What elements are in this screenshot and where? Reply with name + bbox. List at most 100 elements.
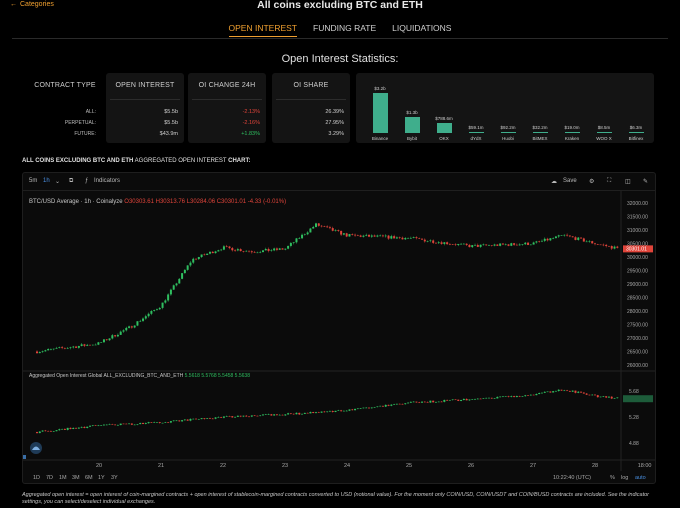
candle-body	[451, 244, 454, 245]
save-button[interactable]: Save	[563, 178, 577, 184]
edit-icon[interactable]: ✎	[643, 179, 649, 185]
tabs-divider	[12, 38, 668, 39]
candle-body	[250, 251, 253, 253]
bar	[437, 123, 452, 133]
oi-change-header: OI CHANGE 24H	[198, 82, 256, 89]
indicators-icon[interactable]: ƒ	[85, 178, 89, 184]
bar	[629, 132, 644, 133]
oi-candle-body	[588, 394, 591, 396]
chart-canvas[interactable]: 32000.00 31500.00 31000.00 30500.00 30000.00…	[23, 173, 655, 483]
range-1m[interactable]: 1M	[59, 475, 67, 481]
gear-icon[interactable]: ⚙	[589, 179, 595, 185]
oi-series-title: Aggregated Open Interest Global ALL_EXCL…	[29, 373, 184, 379]
top-bar: ← Categories All coins excluding BTC and…	[0, 0, 680, 14]
oi-candle-body	[594, 394, 596, 396]
oi-candle-body	[309, 412, 312, 414]
candle-body	[348, 234, 351, 237]
candle-body	[61, 347, 64, 348]
candle-body	[398, 237, 401, 238]
oi-candle-body	[390, 404, 393, 406]
contract-type-header: CONTRACT TYPE	[34, 82, 96, 89]
fullscreen-icon[interactable]: ⛶	[607, 178, 612, 184]
oi-candle-body	[345, 410, 348, 412]
oi-series-values: 5.5618 5.5768 5.5458 5.5638	[184, 373, 250, 379]
range-7d[interactable]: 7D	[46, 475, 53, 481]
oi-candle-body	[195, 418, 198, 420]
bar-value-label: $6.3m	[629, 125, 643, 130]
oi-candle-body	[613, 398, 616, 399]
oi-candle-body	[200, 418, 203, 420]
range-1d[interactable]: 1D	[33, 475, 40, 481]
tab-liquidations[interactable]: LIQUIDATIONS	[392, 23, 452, 33]
candle-body	[535, 241, 538, 243]
candle-body	[574, 237, 577, 240]
oi-candle-body	[172, 420, 175, 422]
oi-candle-body	[214, 417, 217, 419]
tab-open-interest[interactable]: OPEN INTEREST	[228, 23, 297, 37]
bar-value-label: $788.6m	[435, 116, 453, 122]
candle-body	[220, 249, 223, 251]
candle-body	[471, 245, 474, 248]
range-3m[interactable]: 3M	[72, 475, 80, 481]
back-link[interactable]: ← Categories	[10, 1, 54, 8]
candle-body	[582, 238, 585, 242]
oi-candle-body	[605, 396, 608, 398]
candle-body	[89, 344, 92, 346]
oi-candle-body	[69, 427, 72, 429]
candle-body	[275, 248, 278, 250]
indicators-button[interactable]: Indicators	[94, 178, 121, 184]
candle-body	[368, 234, 371, 237]
candle-body	[77, 346, 80, 348]
oi-candle-body	[225, 416, 228, 417]
range-1y[interactable]: 1Y	[98, 475, 105, 481]
bar-name-label: Bitfinex	[628, 136, 644, 141]
oi-candle-body	[499, 396, 502, 398]
candle-body	[136, 321, 139, 326]
tab-funding-rate[interactable]: FUNDING RATE	[313, 23, 377, 33]
price-axis-tick: 29000.00	[627, 282, 648, 288]
auto-toggle[interactable]: auto	[635, 475, 646, 481]
tradingview-chart[interactable]: 5m 1h ⌄ ⧉ ƒ Indicators ☁ Save ⚙ ⛶ ◫ ✎ BT…	[22, 172, 656, 484]
candle-body	[139, 320, 142, 322]
oi-candle-body	[211, 418, 214, 420]
bar-name-label: Bybit	[406, 136, 417, 141]
exchange-bar-huobi: $92.2m Huobi	[493, 77, 523, 141]
interval-1h[interactable]: 1h	[43, 178, 50, 184]
range-6m[interactable]: 6M	[85, 475, 93, 481]
candle-body	[418, 238, 421, 239]
candle-body	[412, 237, 415, 238]
percent-toggle[interactable]: %	[610, 475, 615, 481]
range-3y[interactable]: 3Y	[111, 475, 118, 481]
oi-candle-body	[610, 396, 613, 399]
camera-icon[interactable]: ◫	[625, 179, 631, 185]
candle-body	[560, 235, 563, 236]
candle-body	[605, 244, 608, 247]
oi-candle-body	[529, 394, 532, 396]
candle-body	[105, 339, 108, 341]
oi-candle-body	[83, 426, 86, 429]
cloud-icon[interactable]: ☁	[551, 179, 557, 185]
oi-candle-body	[607, 396, 610, 398]
candle-body	[186, 265, 189, 270]
candle-body	[122, 330, 125, 332]
oi-candle-body	[568, 390, 571, 392]
oi-candle-body	[167, 422, 170, 423]
oi-candle-body	[273, 414, 276, 416]
oi-candle-body	[334, 410, 337, 412]
oi-candle-body	[462, 398, 465, 400]
row-future-label: FUTURE:	[74, 131, 96, 137]
oi-candle-body	[58, 429, 61, 431]
candle-body	[58, 347, 61, 348]
oi-candle-body	[91, 425, 94, 426]
oi-candle-body	[599, 396, 602, 398]
candle-body	[125, 327, 128, 331]
oi-candle-body	[102, 424, 105, 426]
candle-body	[197, 257, 200, 260]
log-toggle[interactable]: log	[621, 475, 628, 481]
candle-type-icon[interactable]: ⧉	[69, 178, 74, 184]
interval-5m[interactable]: 5m	[29, 178, 38, 184]
oi-candle-body	[203, 418, 206, 419]
chevron-down-icon[interactable]: ⌄	[55, 179, 61, 185]
oi-candle-body	[351, 409, 354, 411]
oi-candle-body	[245, 415, 248, 417]
